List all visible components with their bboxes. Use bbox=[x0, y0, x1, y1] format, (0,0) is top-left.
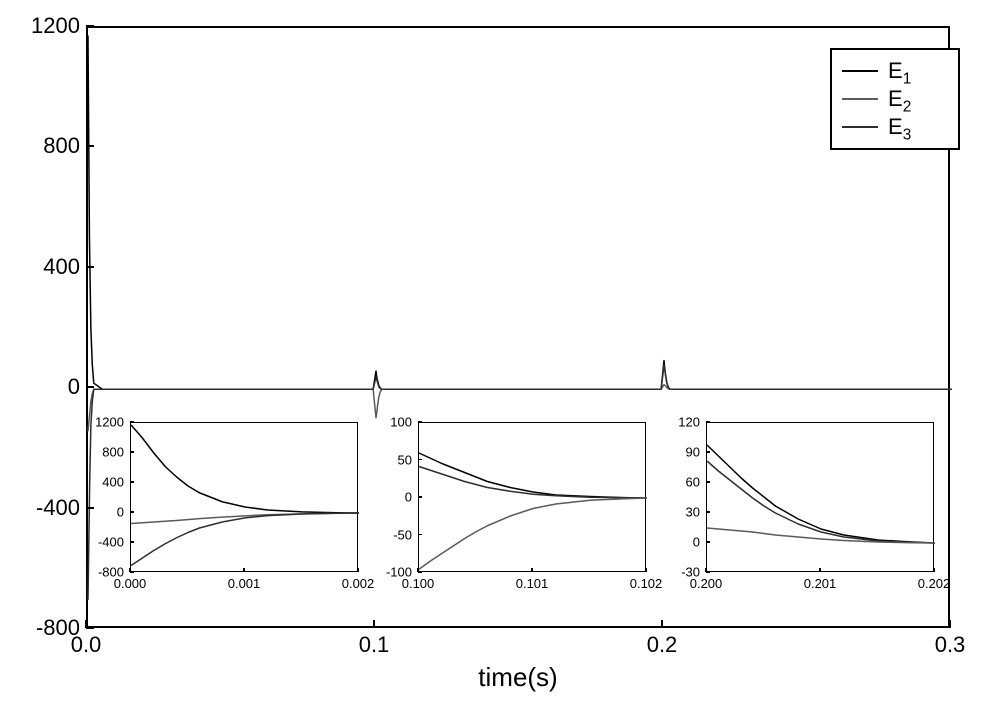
inset1-y-tick-label: -400 bbox=[98, 535, 124, 550]
main-x-tick-label: 0.2 bbox=[647, 632, 678, 658]
inset2-y-tick bbox=[418, 571, 422, 572]
main-y-tick-label: 400 bbox=[43, 254, 80, 280]
inset3-x-tick bbox=[933, 568, 934, 572]
inset2-x-tick bbox=[531, 568, 532, 572]
inset1-y-tick-label: 0 bbox=[117, 505, 124, 520]
inset3-x-tick bbox=[819, 568, 820, 572]
inset3-y-tick-label: 0 bbox=[693, 535, 700, 550]
inset3-y-tick bbox=[706, 571, 710, 572]
inset3-y-tick-label: 120 bbox=[678, 415, 700, 430]
inset1-x-tick bbox=[357, 568, 358, 572]
inset2-y-tick-label: 0 bbox=[405, 490, 412, 505]
legend-item: E2 bbox=[842, 86, 948, 112]
main-y-tick bbox=[86, 386, 94, 388]
main-y-tick-label: 1200 bbox=[31, 13, 80, 39]
inset2-y-tick bbox=[418, 459, 422, 460]
main-y-tick-label: -800 bbox=[36, 615, 80, 641]
figure: Ei(r•min-1) time(s) E1E2E3 0.00.10.20.3-… bbox=[0, 0, 1000, 717]
main-x-tick-label: 0.1 bbox=[359, 632, 390, 658]
main-x-tick bbox=[373, 620, 375, 628]
inset1-x-tick-label: 0.001 bbox=[228, 576, 261, 591]
inset3-y-tick-label: -30 bbox=[681, 565, 700, 580]
inset2-y-tick bbox=[418, 496, 422, 497]
inset1-y-tick-label: 400 bbox=[102, 475, 124, 490]
main-y-tick bbox=[86, 507, 94, 509]
main-x-tick bbox=[949, 620, 951, 628]
main-x-tick bbox=[661, 620, 663, 628]
legend-item: E3 bbox=[842, 114, 948, 140]
inset1-y-tick-label: 800 bbox=[102, 445, 124, 460]
inset2-x-tick bbox=[645, 568, 646, 572]
inset-plot bbox=[418, 422, 646, 572]
inset1-y-tick bbox=[130, 421, 134, 422]
legend-swatch bbox=[842, 98, 878, 100]
legend-swatch bbox=[842, 70, 878, 72]
main-x-tick-label: 0.3 bbox=[935, 632, 966, 658]
inset1-y-tick-label: 1200 bbox=[95, 415, 124, 430]
legend-label: E2 bbox=[888, 86, 911, 112]
inset1-y-tick bbox=[130, 511, 134, 512]
inset3-y-tick-label: 90 bbox=[686, 445, 700, 460]
inset1-y-tick-label: -800 bbox=[98, 565, 124, 580]
inset3-y-tick bbox=[706, 541, 710, 542]
inset2-y-tick-label: -100 bbox=[386, 565, 412, 580]
inset1-y-tick bbox=[130, 481, 134, 482]
inset2-y-tick-label: 100 bbox=[390, 415, 412, 430]
inset1-y-tick bbox=[130, 571, 134, 572]
main-y-tick bbox=[86, 266, 94, 268]
inset-plot bbox=[706, 422, 934, 572]
inset3-y-tick-label: 60 bbox=[686, 475, 700, 490]
main-y-tick bbox=[86, 627, 94, 629]
inset1-x-tick bbox=[243, 568, 244, 572]
inset2-y-tick-label: 50 bbox=[398, 452, 412, 467]
inset3-y-tick bbox=[706, 511, 710, 512]
inset1-x-tick-label: 0.002 bbox=[342, 576, 375, 591]
legend: E1E2E3 bbox=[830, 48, 960, 150]
inset3-x-tick-label: 0.202 bbox=[918, 576, 951, 591]
inset1-y-tick bbox=[130, 451, 134, 452]
main-y-tick bbox=[86, 25, 94, 27]
inset3-x-tick-label: 0.201 bbox=[804, 576, 837, 591]
inset3-y-tick bbox=[706, 451, 710, 452]
inset3-y-tick bbox=[706, 421, 710, 422]
inset2-y-tick bbox=[418, 534, 422, 535]
inset1-y-tick bbox=[130, 541, 134, 542]
legend-label: E1 bbox=[888, 58, 911, 84]
inset3-y-tick-label: 30 bbox=[686, 505, 700, 520]
main-y-tick-label: 0 bbox=[68, 374, 80, 400]
inset2-x-tick-label: 0.102 bbox=[630, 576, 663, 591]
inset3-y-tick bbox=[706, 481, 710, 482]
main-y-tick bbox=[86, 145, 94, 147]
inset2-y-tick-label: -50 bbox=[393, 527, 412, 542]
inset2-x-tick-label: 0.101 bbox=[516, 576, 549, 591]
x-axis-label: time(s) bbox=[478, 662, 557, 693]
main-y-tick-label: 800 bbox=[43, 133, 80, 159]
legend-label: E3 bbox=[888, 114, 911, 140]
legend-item: E1 bbox=[842, 58, 948, 84]
inset-plot bbox=[130, 422, 358, 572]
legend-swatch bbox=[842, 126, 878, 128]
inset2-y-tick bbox=[418, 421, 422, 422]
main-y-tick-label: -400 bbox=[36, 495, 80, 521]
